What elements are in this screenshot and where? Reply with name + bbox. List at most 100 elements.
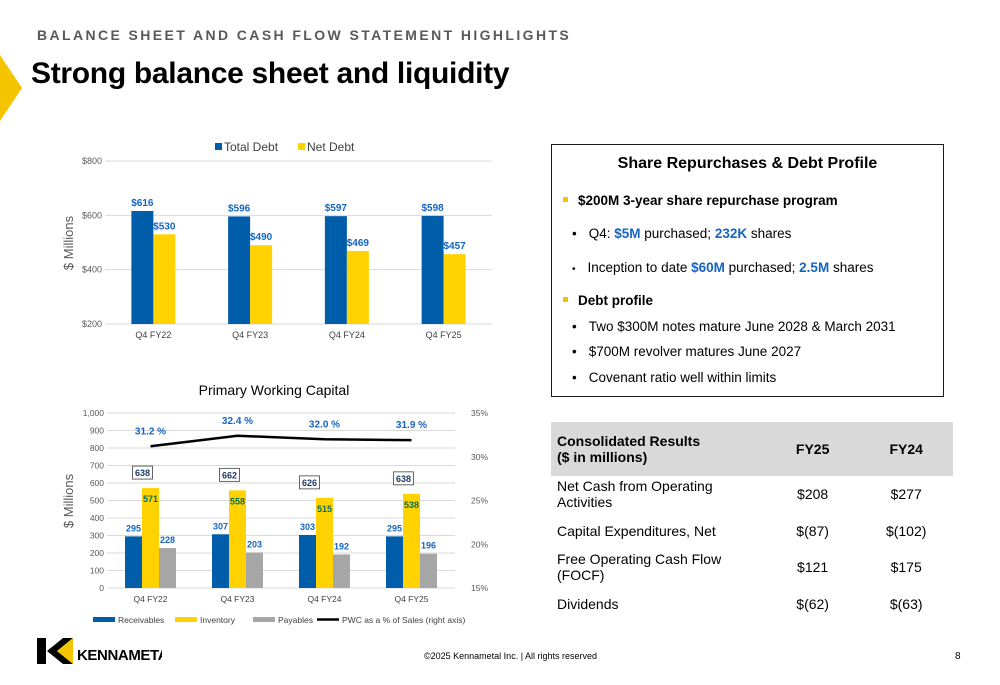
- section-eyebrow: BALANCE SHEET AND CASH FLOW STATEMENT HI…: [37, 27, 572, 43]
- y-tick-label: 1,000: [83, 408, 105, 418]
- bullet-icon: •: [572, 370, 577, 385]
- pwc-total-box: [219, 467, 240, 482]
- repurchase-program-text: $200M 3-year share repurchase program: [578, 193, 838, 208]
- bar-payables: [246, 552, 263, 588]
- debt-chart-legend: Total Debt Net Debt: [215, 140, 355, 154]
- bar-receivables: [125, 536, 142, 588]
- bar-payables: [420, 553, 437, 588]
- kennametal-logo: KENNAMETAL: [37, 638, 162, 664]
- q4-mid: purchased;: [640, 226, 715, 241]
- y2-tick-label: 25%: [471, 496, 488, 506]
- bar-receivables: [212, 534, 229, 588]
- itd-mid: purchased;: [724, 260, 800, 275]
- pwc-chart-y2-ticks: 15% 20% 25% 30% 35%: [471, 408, 488, 593]
- debt-item: • Two $300M notes mature June 2028 & Marc…: [572, 319, 896, 334]
- table-row: Dividends $(62) $(63): [551, 586, 953, 623]
- y-tick-label: 200: [90, 548, 104, 558]
- data-label: 192: [334, 541, 349, 551]
- y-tick-label: 400: [90, 513, 104, 523]
- table-header-label: Consolidated Results ($ in millions): [551, 422, 766, 476]
- itd-prefix: Inception to date: [587, 260, 692, 275]
- bar-total-debt: [324, 216, 347, 324]
- y2-tick-label: 20%: [471, 539, 488, 549]
- page-title: Strong balance sheet and liquidity: [31, 57, 510, 90]
- pwc-chart: Primary Working Capital 0 100 200 300 400 500…: [61, 382, 488, 625]
- share-repurchase-panel: Share Repurchases & Debt Profile $200M 3…: [551, 144, 944, 397]
- debt-chart-data-labels: $616 $530 $596 $490 $597 $469 $598 $457: [131, 198, 466, 252]
- itd-repurchase-item: • Inception to date $60M purchased; 2.5M …: [572, 260, 873, 275]
- data-label: $596: [228, 203, 251, 214]
- y-tick-label: $400: [82, 265, 102, 275]
- pwc-total-box: [393, 471, 414, 486]
- pwc-total-box: [299, 475, 320, 490]
- bullet-icon: •: [572, 344, 577, 359]
- legend-label: Net Debt: [307, 140, 355, 154]
- q4-prefix: Q4:: [588, 226, 615, 241]
- y-tick-label: 900: [90, 426, 104, 436]
- y-tick-label: 0: [99, 583, 104, 593]
- data-label: $469: [347, 238, 370, 249]
- repurchase-program-item: $200M 3-year share repurchase program: [563, 193, 838, 208]
- y2-tick-label: 35%: [471, 408, 488, 418]
- col-fy25-header: FY25: [765, 422, 860, 476]
- data-label: 307: [213, 521, 228, 531]
- pwc-percent-line: [150, 434, 412, 448]
- legend-label: PWC as a % of Sales (right axis): [342, 615, 465, 625]
- bar-inventory: [229, 490, 246, 588]
- y-tick-label: 700: [90, 461, 104, 471]
- bar-total-debt: [228, 216, 251, 324]
- panel-title: Share Repurchases & Debt Profile: [617, 155, 878, 172]
- debt-chart-ylabel: $ Millions: [61, 215, 76, 270]
- bullet-icon: •: [572, 264, 576, 275]
- pwc-chart-x-ticks: Q4 FY22 Q4 FY23 Q4 FY24 Q4 FY25: [133, 594, 428, 604]
- bar-inventory: [403, 493, 420, 588]
- table-row: Capital Expenditures, Net $(87) $(102): [551, 513, 953, 550]
- legend-label: Total Debt: [224, 140, 279, 154]
- row-label: Capital Expenditures, Net: [557, 522, 716, 539]
- bar-net-debt: [443, 254, 466, 324]
- pwc-total-label: 638: [135, 468, 150, 478]
- x-tick-label: Q4 FY25: [426, 330, 462, 340]
- pwc-chart-y-ticks: 0 100 200 300 400 500 600 700 800 900 1,000: [83, 408, 105, 593]
- bar-net-debt: [346, 250, 369, 324]
- pwc-chart-bars: [125, 488, 437, 588]
- legend-label: Payables: [278, 615, 313, 625]
- header-line1: Consolidated Results: [557, 433, 701, 449]
- copyright-text: ©2025 Kennametal Inc. | All rights reser…: [424, 651, 598, 661]
- row-fy24: $175: [890, 559, 922, 576]
- pwc-percent-label: 32.0 %: [309, 419, 340, 430]
- row-fy25: $121: [797, 559, 829, 576]
- row-fy24: $(102): [885, 522, 927, 539]
- bar-receivables: [299, 534, 316, 588]
- x-tick-label: Q4 FY23: [232, 330, 268, 340]
- data-label: 558: [230, 496, 245, 506]
- pwc-chart-ylabel: $ Millions: [61, 473, 76, 528]
- debt-chart: $200 $400 $600 $800 $616 $530 $596 $490 $597 $46…: [61, 140, 492, 340]
- data-label: $598: [422, 203, 445, 214]
- debt-profile-text: Debt profile: [578, 293, 654, 308]
- debt-item: • $700M revolver matures June 2027: [572, 344, 801, 359]
- data-label: 571: [143, 494, 158, 504]
- data-label: $616: [131, 198, 154, 209]
- row-label: Free Operating Cash Flow (FOCF): [557, 551, 722, 584]
- x-tick-label: Q4 FY23: [220, 594, 254, 604]
- debt-item-text: Covenant ratio well within limits: [588, 370, 777, 385]
- data-label: $457: [444, 241, 467, 252]
- itd-suffix: shares: [829, 260, 874, 275]
- data-label: 538: [404, 500, 419, 510]
- row-fy24: $(63): [889, 595, 923, 612]
- legend-swatch: [93, 617, 115, 622]
- legend-label: Inventory: [200, 615, 236, 625]
- x-tick-label: Q4 FY24: [329, 330, 365, 340]
- table-header-row: Consolidated Results ($ in millions) FY2…: [551, 422, 953, 476]
- q4-amount: $5M: [614, 226, 641, 241]
- bar-payables: [159, 548, 176, 588]
- y2-tick-label: 30%: [471, 452, 488, 462]
- page-number: 8: [955, 651, 961, 662]
- data-label: 515: [317, 504, 332, 514]
- q4-shares: 232K: [714, 226, 748, 241]
- logo-wordmark: KENNAMETAL: [77, 647, 162, 664]
- bar-net-debt: [250, 245, 273, 324]
- debt-item-text: Two $300M notes mature June 2028 & March…: [588, 319, 896, 334]
